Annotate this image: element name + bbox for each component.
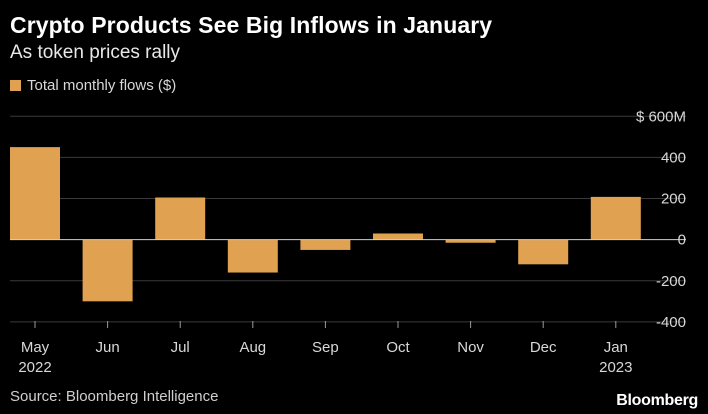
legend-swatch (10, 80, 21, 91)
x-tick-label: Aug (239, 339, 266, 356)
bars (10, 147, 641, 302)
bar-jan (590, 196, 641, 240)
bar-dec (518, 239, 569, 265)
y-tick-label: 0 (678, 232, 686, 249)
bar-sep (300, 239, 351, 250)
chart-subtitle: As token prices rally (10, 42, 181, 63)
source-note: Source: Bloomberg Intelligence (10, 388, 219, 405)
legend-label: Total monthly flows ($) (27, 77, 177, 94)
bar-may (10, 147, 60, 240)
bar-aug (227, 239, 278, 273)
bar-jun (82, 239, 133, 302)
x-tick-label: Dec (530, 339, 557, 356)
bar-jul (155, 197, 206, 240)
y-tick-label: -400 (656, 314, 686, 331)
y-axis-ticks: $ 600M 400 200 0 -200 -400 (636, 108, 686, 331)
y-tick-label: 200 (661, 191, 686, 208)
y-tick-label: 400 (661, 149, 686, 166)
x-tick-label: May (21, 339, 50, 356)
chart-title: Crypto Products See Big Inflows in Janua… (10, 12, 493, 38)
x-tick-label: Nov (457, 339, 484, 356)
x-tick-label: Jan (604, 339, 628, 356)
x-year-label: 2022 (18, 359, 51, 376)
x-year-label: 2023 (599, 359, 632, 376)
y-tick-label: $ 600M (636, 108, 686, 125)
x-axis-ticks: May 2022 Jun Jul Aug Sep Oct Nov Dec Jan 2023 (18, 321, 632, 376)
x-tick-label: Jun (96, 339, 120, 356)
x-tick-label: Oct (386, 339, 410, 356)
bloomberg-logo: Bloomberg (616, 392, 698, 409)
bar-oct (373, 233, 423, 240)
legend: Total monthly flows ($) (10, 77, 176, 94)
bar-nov (445, 239, 496, 243)
x-tick-label: Jul (171, 339, 190, 356)
y-tick-label: -200 (656, 273, 686, 290)
x-tick-label: Sep (312, 339, 339, 356)
